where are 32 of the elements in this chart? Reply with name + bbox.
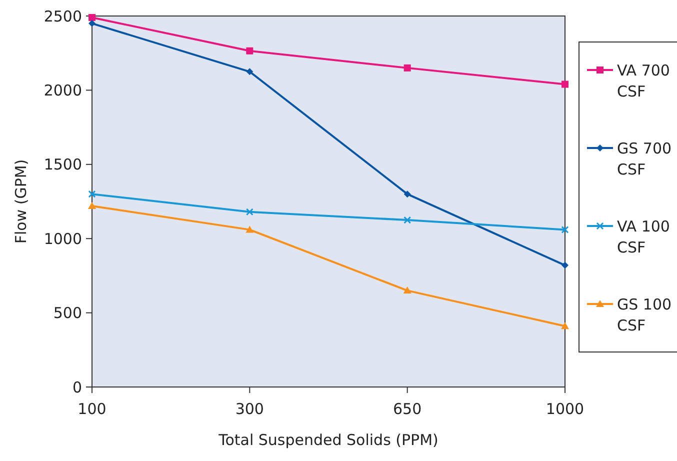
x-tick-label: 300 bbox=[235, 400, 264, 418]
legend-label: VA 700 CSF bbox=[617, 61, 670, 100]
y-tick-label: 2000 bbox=[44, 81, 82, 100]
point bbox=[404, 216, 412, 224]
point bbox=[88, 14, 96, 21]
y-tick-label: 0 bbox=[72, 378, 82, 396]
x-axis-title: Total Suspended Solids (PPM) bbox=[218, 431, 438, 449]
y-tick-label: 500 bbox=[53, 304, 82, 322]
y-tick-label: 1000 bbox=[44, 230, 82, 248]
x-tick-label: 650 bbox=[393, 400, 422, 418]
point bbox=[246, 226, 254, 233]
y-tick-label: 1500 bbox=[44, 156, 82, 174]
point bbox=[88, 202, 96, 209]
point bbox=[404, 190, 411, 198]
x-tick-label: 100 bbox=[78, 400, 106, 418]
point bbox=[246, 68, 254, 76]
point bbox=[246, 47, 254, 54]
legend-label: GS 700 CSF bbox=[617, 139, 672, 178]
point bbox=[404, 64, 411, 72]
point bbox=[88, 20, 96, 27]
point bbox=[561, 226, 569, 234]
y-axis-title: Flow (GPM) bbox=[12, 159, 30, 244]
legend-label: GS 100 CSF bbox=[617, 295, 672, 334]
point bbox=[562, 262, 568, 269]
point bbox=[561, 322, 569, 330]
x-tick-label: 1000 bbox=[546, 400, 584, 418]
point bbox=[403, 286, 412, 294]
legend-label: VA 100 CSF bbox=[617, 217, 670, 256]
point bbox=[562, 80, 568, 88]
point bbox=[88, 190, 96, 198]
y-tick-label: 2500 bbox=[44, 7, 82, 26]
point bbox=[246, 208, 254, 216]
